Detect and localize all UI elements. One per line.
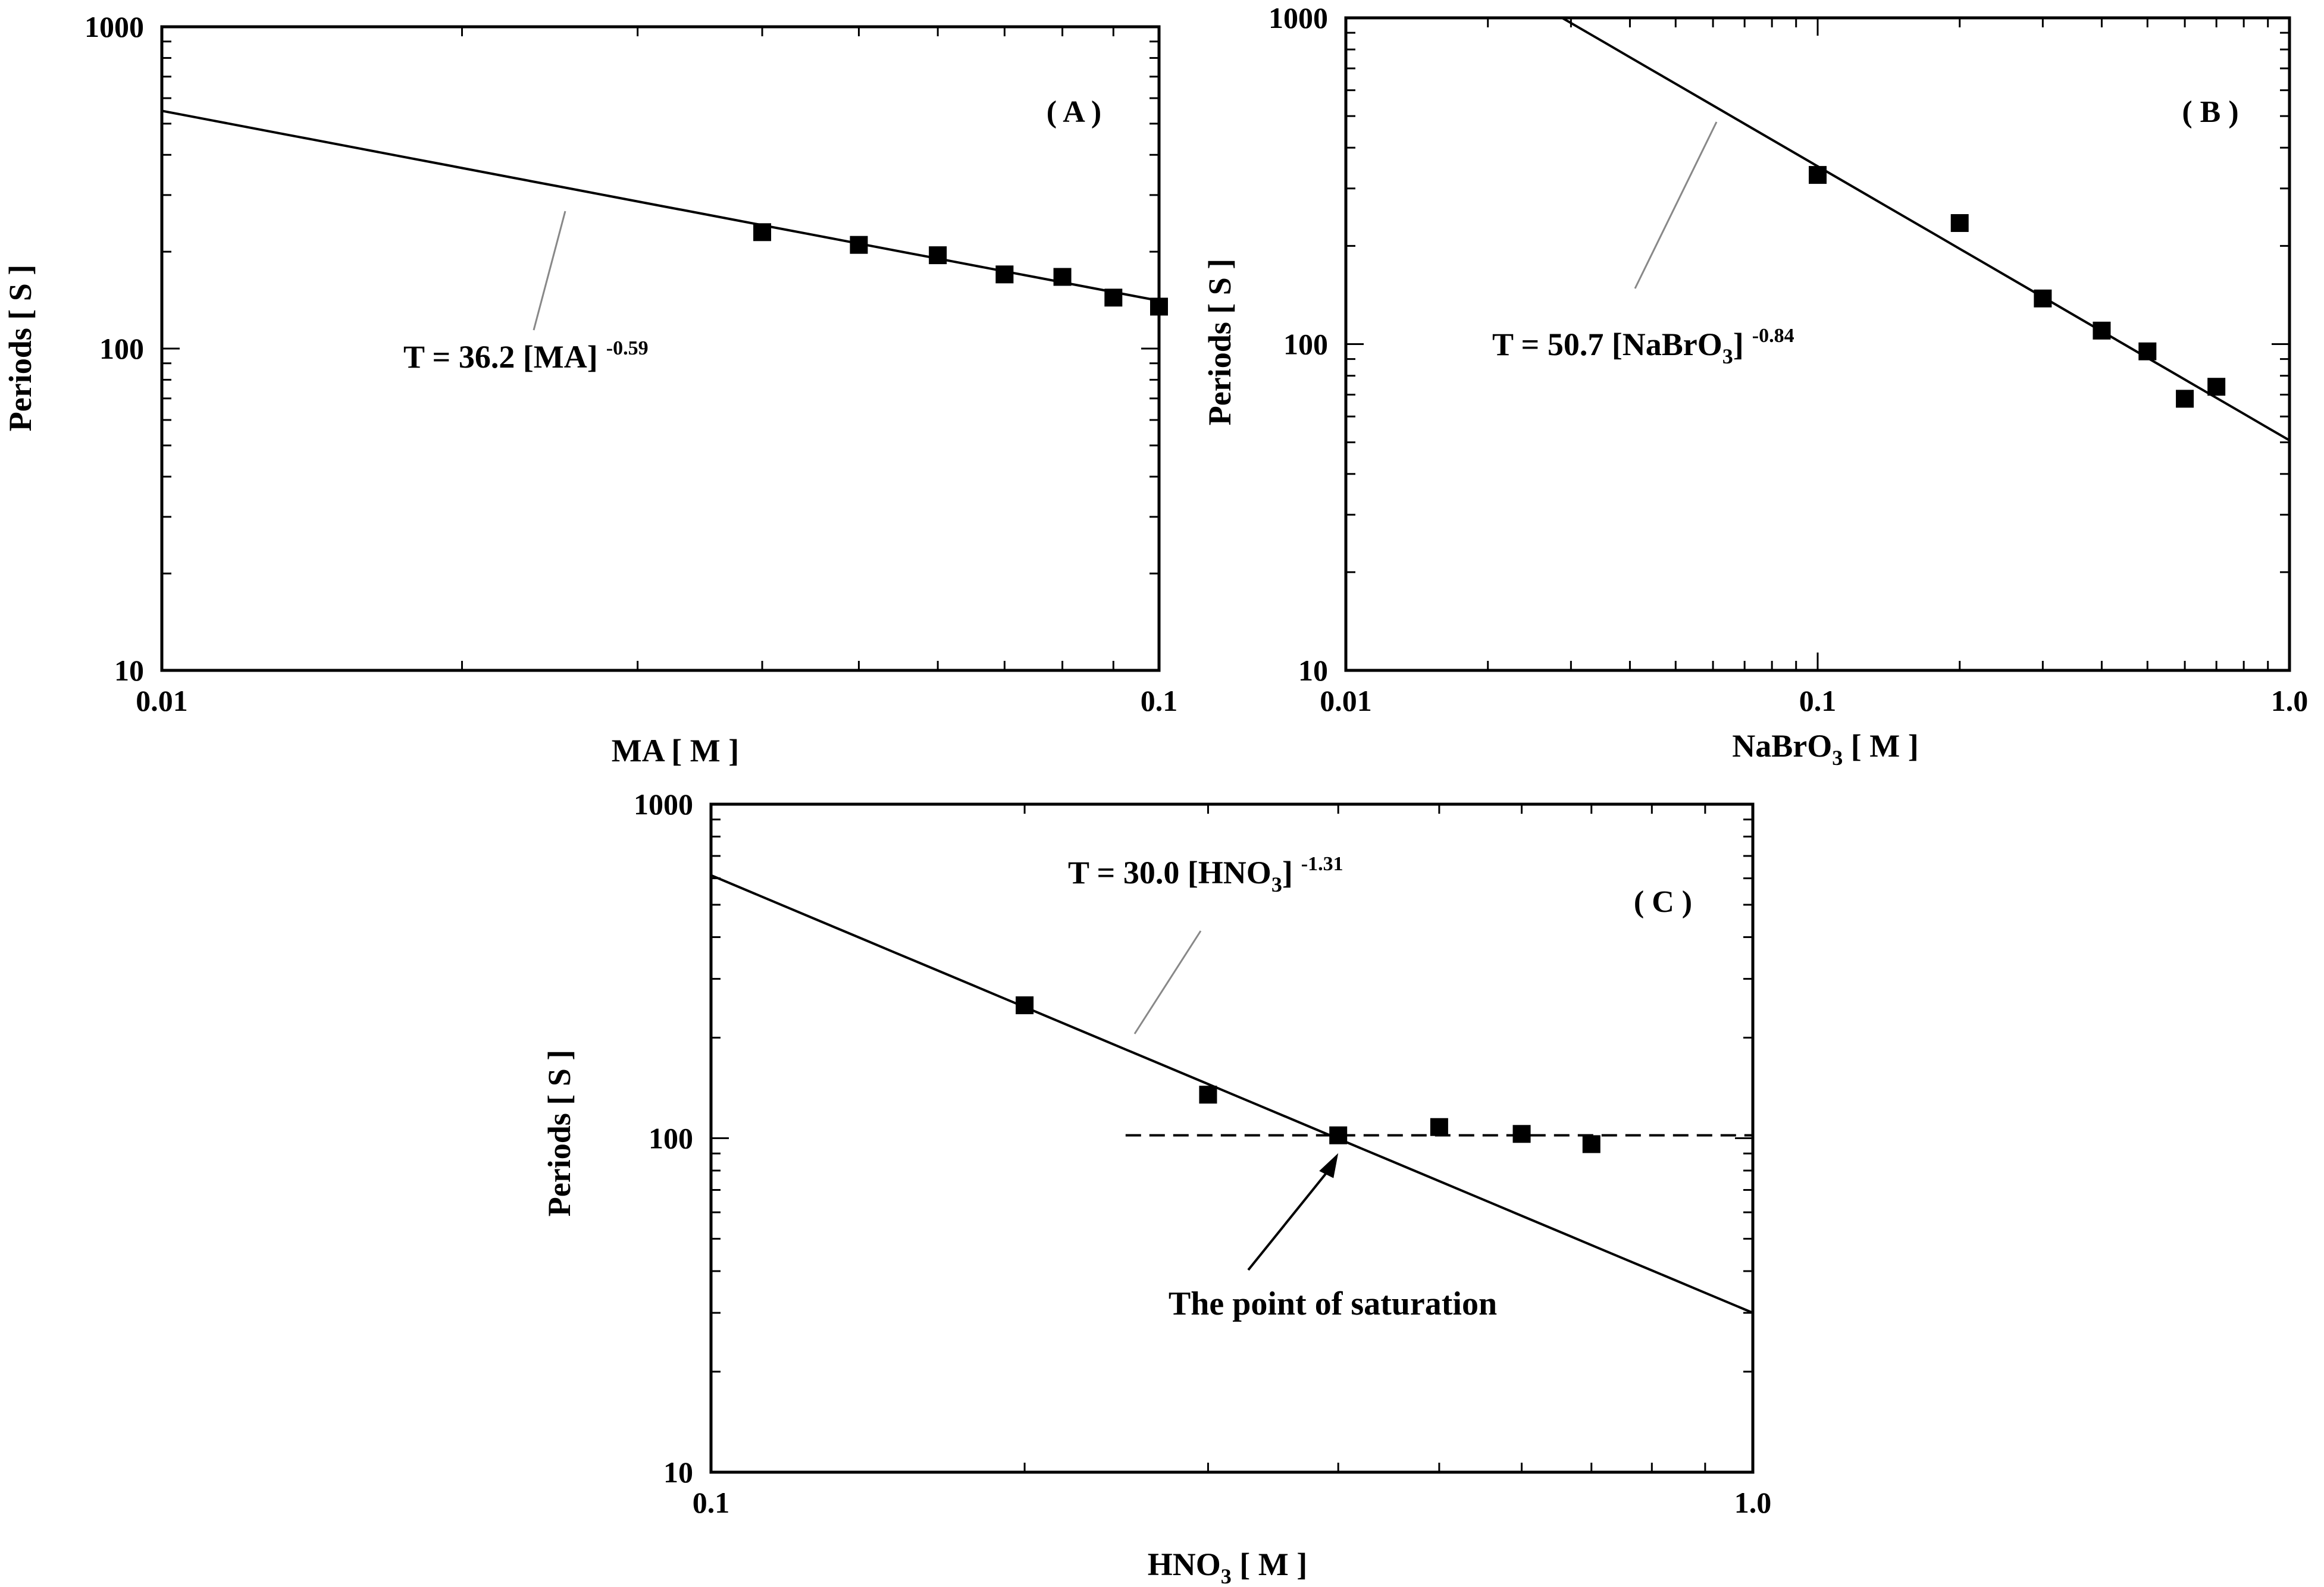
- x-axis-label: MA [ M ]: [612, 733, 739, 769]
- data-point: [929, 246, 947, 265]
- y-tick-label: 10: [663, 1456, 693, 1489]
- fit-equation-sub: 3: [1271, 873, 1282, 896]
- fit-equation-base: T = 30.0 [HNO: [1068, 855, 1271, 890]
- data-point: [2176, 390, 2194, 408]
- x-axis-label-sub: 3: [1221, 1564, 1232, 1587]
- data-point: [753, 223, 772, 242]
- y-tick-label: 1000: [1269, 1, 1328, 34]
- data-point: [1950, 214, 1969, 232]
- data-point: [2207, 378, 2226, 396]
- data-point: [995, 265, 1014, 284]
- x-axis-label: HNO3 [ M ]: [1148, 1547, 1307, 1587]
- saturation-annotation: The point of saturation: [1169, 1285, 1497, 1322]
- data-point: [2093, 321, 2111, 340]
- data-point: [2138, 342, 2157, 360]
- equation-leader: [1634, 121, 1718, 289]
- y-tick-label: 10: [1298, 654, 1328, 687]
- y-tick-label: 1000: [84, 10, 144, 43]
- y-axis-label: Periods [ S ]: [1202, 259, 1238, 425]
- saturation-arrow: [1247, 1162, 1336, 1271]
- fit-equation-tail: ]: [1282, 855, 1293, 890]
- fit-equation-exponent: -0.59: [606, 337, 649, 359]
- y-tick-label: 100: [99, 332, 144, 365]
- y-tick-label: 100: [649, 1122, 693, 1155]
- data-point: [1199, 1086, 1217, 1104]
- data-point: [1582, 1135, 1601, 1153]
- data-point: [2034, 289, 2052, 308]
- x-axis-label-main: HNO: [1148, 1547, 1221, 1582]
- fit-equation-base: T = 50.7 [NaBrO: [1492, 327, 1722, 362]
- x-axis-label-tail: [ M ]: [1843, 728, 1918, 764]
- fit-line: [162, 109, 1159, 302]
- data-point: [850, 236, 868, 254]
- fit-equation-exponent: -0.84: [1752, 325, 1794, 347]
- x-tick-label: 1.0: [2271, 684, 2309, 717]
- fit-equation: T = 36.2 [MA] -0.59: [403, 337, 649, 375]
- data-point: [1329, 1126, 1348, 1144]
- fit-equation-exponent: -1.31: [1301, 853, 1343, 875]
- saturation-arrow-head: [1319, 1153, 1339, 1178]
- data-point: [1104, 288, 1123, 307]
- x-axis-label-main: NaBrO: [1732, 728, 1832, 764]
- data-point: [1150, 297, 1168, 316]
- x-axis-label: NaBrO3 [ M ]: [1732, 728, 1918, 770]
- fit-equation: T = 50.7 [NaBrO3] -0.84: [1492, 325, 1794, 368]
- y-axis-label: Periods [ S ]: [541, 1050, 577, 1216]
- data-point: [1430, 1118, 1448, 1136]
- y-tick-label: 10: [114, 654, 144, 687]
- x-tick-label: 0.1: [1141, 684, 1178, 717]
- fit-equation: T = 30.0 [HNO3] -1.31: [1068, 853, 1343, 896]
- equation-leader: [1133, 930, 1202, 1034]
- fit-equation-base: T = 36.2 [MA]: [403, 339, 598, 375]
- x-axis-label-sub: 3: [1832, 746, 1843, 770]
- fit-line: [711, 874, 1753, 1314]
- data-point: [1512, 1125, 1531, 1143]
- fit-line: [1559, 18, 2289, 442]
- x-tick-label: 0.1: [1799, 684, 1837, 717]
- data-point: [1016, 996, 1034, 1015]
- data-point: [1809, 166, 1827, 184]
- data-point: [1053, 268, 1072, 286]
- x-tick-label: 0.1: [693, 1486, 730, 1519]
- y-tick-label: 100: [1283, 328, 1328, 361]
- equation-leader: [533, 211, 566, 331]
- panel-label: ( C ): [1634, 885, 1692, 919]
- x-tick-label: 1.0: [1734, 1486, 1772, 1519]
- y-axis-label: Periods [ S ]: [2, 265, 38, 431]
- x-tick-label: 0.01: [136, 684, 188, 717]
- panel-label: ( A ): [1047, 95, 1101, 129]
- plot-frame: [160, 25, 1161, 672]
- fit-equation-sub: 3: [1722, 344, 1733, 368]
- y-tick-label: 1000: [634, 788, 693, 821]
- fit-equation-tail: ]: [1733, 327, 1744, 362]
- x-tick-label: 0.01: [1320, 684, 1372, 717]
- x-axis-label-tail: [ M ]: [1232, 1547, 1307, 1582]
- panel-label: ( B ): [2182, 95, 2238, 129]
- chart-panel-a: 10 100 1000 0.01 0.1 MA [ M ] Periods [ S ] ( A…: [2, 10, 1177, 769]
